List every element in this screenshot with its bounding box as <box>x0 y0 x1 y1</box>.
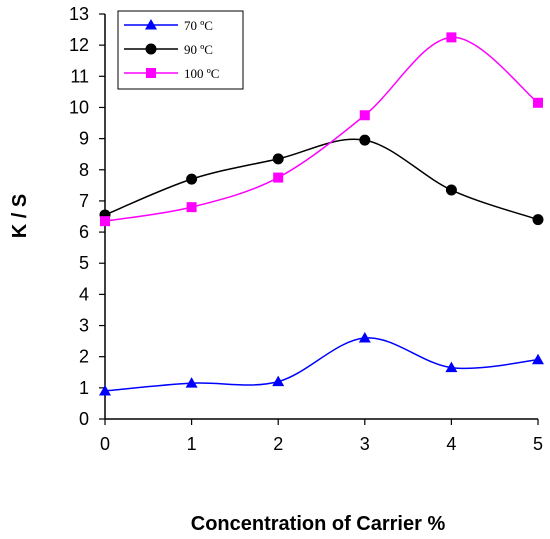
y-tick-label: 10 <box>69 97 89 117</box>
legend-marker <box>145 19 157 30</box>
x-tick-label: 1 <box>187 434 197 454</box>
data-point <box>273 172 284 183</box>
data-point <box>186 173 198 185</box>
y-tick-label: 9 <box>79 129 89 149</box>
series-line <box>104 138 539 221</box>
y-tick-label: 7 <box>79 191 89 211</box>
data-point <box>446 32 457 43</box>
x-tick-label: 4 <box>446 434 456 454</box>
legend-label: 70 ºC <box>184 18 213 33</box>
y-tick-label: 4 <box>79 284 89 304</box>
legend-box <box>117 10 244 90</box>
data-point <box>185 377 198 388</box>
data-point <box>99 384 111 396</box>
data-point <box>533 97 543 108</box>
y-tick-label: 1 <box>79 378 89 398</box>
x-tick-label: 2 <box>273 434 283 454</box>
x-tick-label: 5 <box>533 434 543 454</box>
y-tick-label: 5 <box>79 253 89 273</box>
y-axis-title: K / S <box>9 194 31 238</box>
y-tick-label: 13 <box>69 4 89 24</box>
legend-label: 100 ºC <box>184 66 219 81</box>
x-ticks: 0 1 2 3 4 5 <box>100 419 543 454</box>
data-point <box>100 216 110 227</box>
series-1 <box>99 134 544 226</box>
y-tick-label: 11 <box>70 66 89 86</box>
series-2 <box>100 32 543 227</box>
data-point <box>445 361 458 373</box>
x-tick-label: 3 <box>360 434 370 454</box>
legend-label: 90 ºC <box>184 42 213 57</box>
y-tick-label: 6 <box>79 222 89 242</box>
data-point <box>532 214 544 226</box>
data-point <box>445 184 457 196</box>
x-tick-label: 0 <box>100 434 110 454</box>
legend: 70 ºC 90 ºC 100 ºC <box>117 10 244 90</box>
legend-marker <box>146 68 156 78</box>
data-point <box>358 332 371 343</box>
data-point <box>359 134 371 146</box>
data-point <box>532 353 544 365</box>
y-tick-label: 3 <box>79 316 89 336</box>
series-0 <box>99 332 544 396</box>
data-point <box>359 110 370 121</box>
data-point <box>272 375 285 387</box>
data-point <box>272 153 284 165</box>
y-tick-label: 8 <box>79 160 89 180</box>
y-tick-label: 0 <box>79 409 89 429</box>
x-axis-title: Concentration of Carrier % <box>191 513 446 535</box>
series-line <box>104 337 539 392</box>
legend-marker <box>145 43 157 55</box>
y-tick-label: 2 <box>79 347 89 367</box>
data-point <box>186 202 197 213</box>
y-tick-label: 12 <box>69 35 89 55</box>
series-group <box>99 32 544 396</box>
